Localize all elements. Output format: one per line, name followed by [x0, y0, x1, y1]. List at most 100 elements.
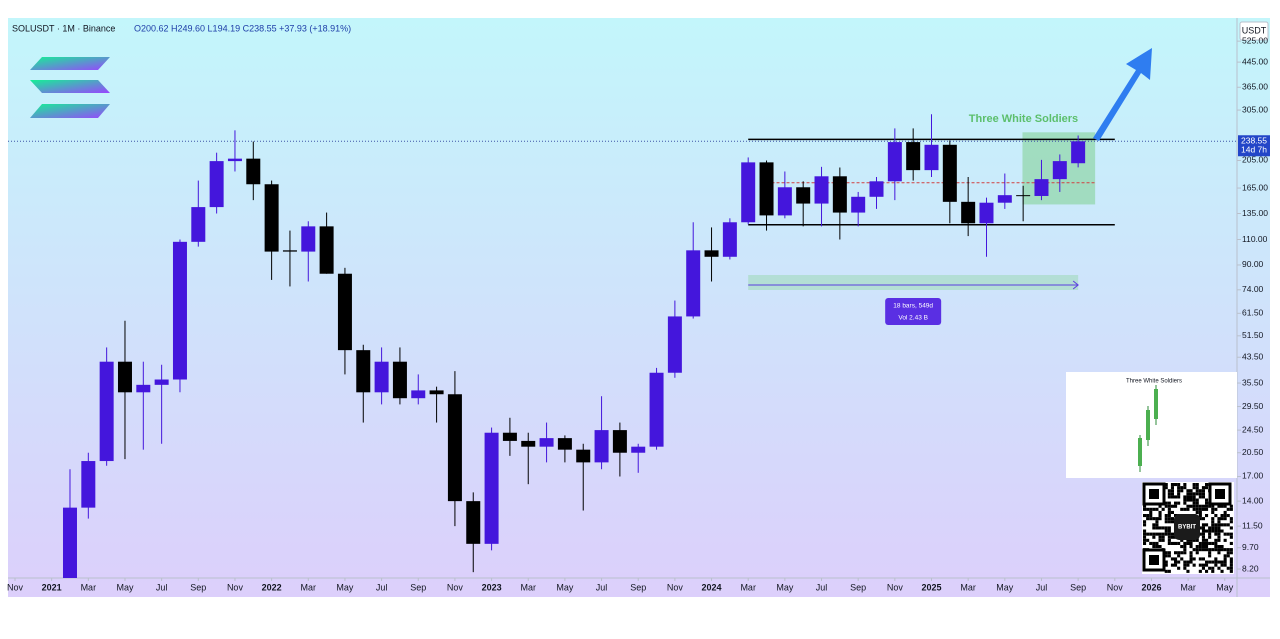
qr-module [1205, 538, 1209, 542]
qr-code: BYBIT [1142, 482, 1234, 574]
candle-body [521, 440, 536, 447]
qr-module [1143, 523, 1147, 527]
x-tick-label: Sep [410, 582, 426, 592]
qr-module [1186, 541, 1190, 545]
qr-module [1201, 529, 1205, 533]
x-tick-label: Jul [376, 582, 388, 592]
qr-module [1146, 507, 1150, 511]
candle-body [117, 361, 132, 393]
qr-module [1198, 545, 1202, 549]
qr-module [1183, 545, 1187, 549]
qr-module [1205, 569, 1209, 573]
x-tick-label: Mar [520, 582, 536, 592]
qr-module [1161, 507, 1165, 511]
last-price-label: 238.55 [1241, 136, 1267, 146]
solana-logo [30, 57, 110, 118]
qr-module [1174, 557, 1178, 561]
qr-module [1152, 541, 1156, 545]
qr-module [1167, 551, 1171, 555]
qr-module [1186, 507, 1190, 511]
qr-module [1214, 560, 1218, 564]
qr-module [1229, 560, 1233, 564]
qr-module [1220, 517, 1224, 521]
qr-module [1211, 523, 1215, 527]
qr-module [1167, 520, 1171, 524]
qr-module [1143, 514, 1147, 518]
qr-module [1183, 495, 1187, 499]
qr-module [1229, 557, 1233, 561]
qr-module [1180, 545, 1184, 549]
y-tick-label: 205.00 [1242, 155, 1268, 165]
qr-module [1220, 523, 1224, 527]
candle-body [832, 176, 847, 213]
candle-body [777, 187, 792, 216]
x-tick-label: May [776, 582, 794, 592]
qr-module [1189, 538, 1193, 542]
qr-module [1195, 507, 1199, 511]
qr-module [1226, 507, 1230, 511]
qr-module [1155, 545, 1159, 549]
x-tick-label: Nov [7, 582, 24, 592]
qr-module [1229, 526, 1233, 530]
qr-module [1167, 529, 1171, 533]
qr-module [1164, 501, 1168, 505]
x-tick-label: Jul [156, 582, 168, 592]
qr-module [1217, 517, 1221, 521]
qr-module [1217, 548, 1221, 552]
qr-module [1205, 545, 1209, 549]
qr-module [1208, 526, 1212, 530]
qr-module [1186, 563, 1190, 567]
qr-module [1217, 566, 1221, 570]
plot [62, 114, 1115, 578]
qr-module [1189, 492, 1193, 496]
qr-module [1198, 517, 1202, 521]
qr-module [1201, 504, 1205, 508]
candle-body [686, 250, 701, 317]
qr-module [1223, 514, 1227, 518]
qr-module [1211, 510, 1215, 514]
qr-module [1195, 498, 1199, 502]
qr-module [1214, 563, 1218, 567]
qr-module [1229, 517, 1233, 521]
qr-module [1164, 529, 1168, 533]
qr-module [1170, 557, 1174, 561]
candle-body [814, 176, 829, 204]
qr-module [1214, 526, 1218, 530]
qr-module [1223, 504, 1227, 508]
qr-module [1226, 523, 1230, 527]
qr-module [1223, 560, 1227, 564]
x-tick-label: Mar [301, 582, 317, 592]
qr-module [1174, 560, 1178, 564]
qr-module [1205, 523, 1209, 527]
x-tick-label: Mar [740, 582, 756, 592]
qr-module [1170, 504, 1174, 508]
qr-module [1195, 486, 1199, 490]
qr-module [1229, 541, 1233, 545]
qr-module [1198, 569, 1202, 573]
qr-module [1226, 514, 1230, 518]
qr-module [1205, 563, 1209, 567]
candle-body [447, 394, 462, 502]
qr-module [1201, 523, 1205, 527]
qr-module [1223, 510, 1227, 514]
candle-body [319, 226, 334, 274]
qr-module [1208, 541, 1212, 545]
qr-module [1177, 566, 1181, 570]
candle-body [961, 201, 976, 224]
y-tick-label: 14.00 [1242, 495, 1264, 505]
qr-module [1155, 541, 1159, 545]
qr-module [1177, 551, 1181, 555]
qr-module [1189, 498, 1193, 502]
qr-module [1192, 486, 1196, 490]
candle-body [264, 184, 279, 252]
candle-body [374, 361, 389, 393]
qr-module [1164, 483, 1168, 487]
candle-body [557, 438, 572, 450]
qr-module [1155, 507, 1159, 511]
qr-module [1214, 541, 1218, 545]
candle-body [99, 361, 114, 462]
x-tick-label: 2021 [42, 582, 62, 592]
qr-module [1195, 492, 1199, 496]
qr-module [1205, 507, 1209, 511]
qr-module [1198, 507, 1202, 511]
